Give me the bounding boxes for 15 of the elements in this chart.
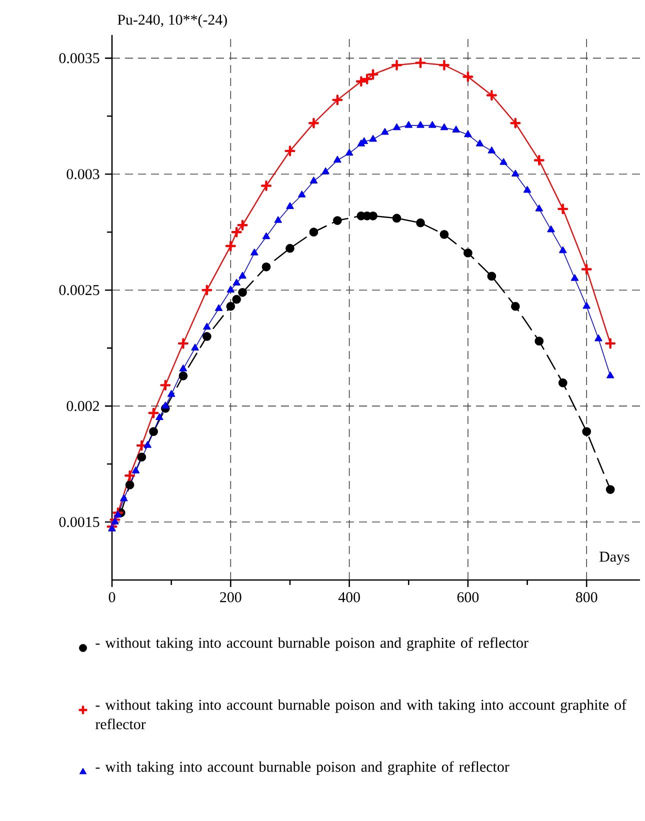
y-tick-label: 0.0015	[59, 516, 100, 528]
y-axis-title: Pu-240, 10**(-24)	[118, 14, 227, 28]
x-tick-label: 800	[576, 592, 598, 602]
x-tick-label: 600	[457, 592, 479, 602]
x-tick-label: 200	[220, 592, 242, 602]
y-tick-label: 0.0035	[59, 53, 100, 64]
x-tick-label: 0	[108, 592, 116, 602]
y-tick-label: 0.002	[66, 400, 99, 412]
y-tick-label: 0.003	[66, 169, 100, 180]
legend-label: - without taking into account burnable poison and with taking into account graphite of reflector	[95, 699, 626, 730]
y-tick-label: 0.0025	[59, 285, 100, 296]
x-axis-title: Days	[600, 552, 630, 565]
x-tick-label: 400	[338, 592, 360, 602]
legend-label: - without taking into account burnable poison and graphite of reflector	[96, 637, 528, 651]
legend-label: - with taking into account burnable poison and graphite of reflector	[96, 761, 510, 775]
